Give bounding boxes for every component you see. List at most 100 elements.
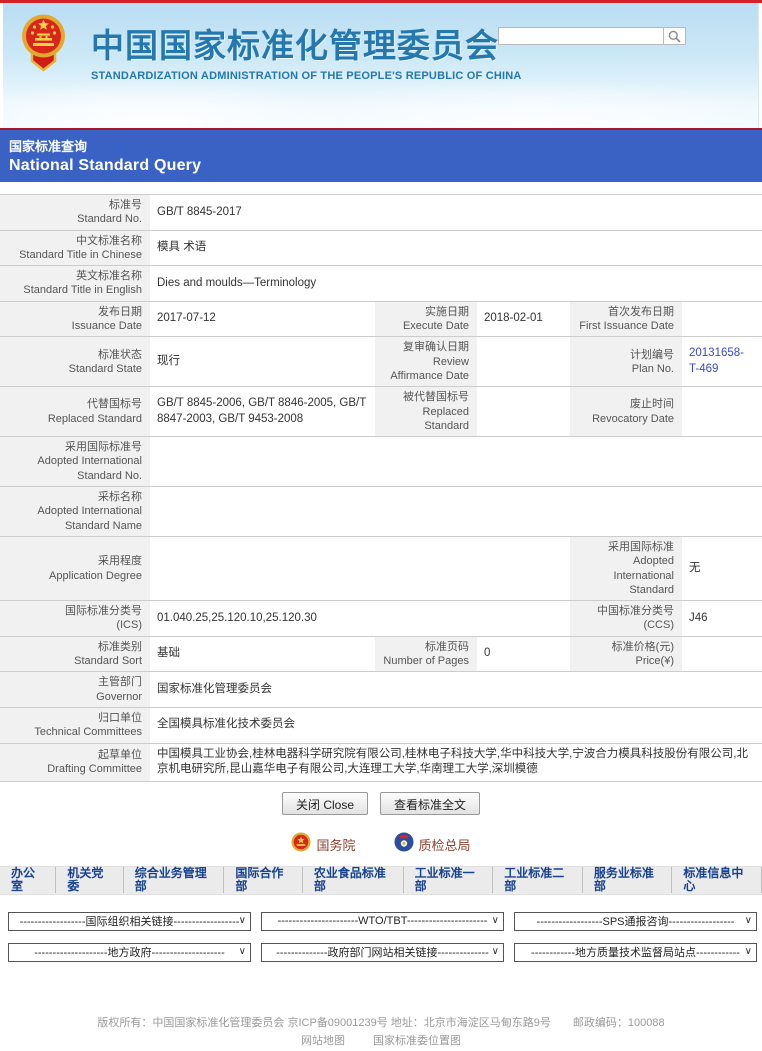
field-value: 基础 bbox=[157, 647, 180, 660]
dropdown-international-orgs[interactable]: ------------------国际组织相关链接--------------… bbox=[8, 911, 251, 931]
table-row: 国际标准分类号 (ICS) 01.040.25,25.120.10,25.120.3… bbox=[0, 601, 762, 637]
close-button[interactable]: 关闭 Close bbox=[281, 791, 368, 815]
search-box bbox=[498, 27, 686, 45]
table-row: 代替国标号 Replaced Standard GB/T 8845-2006, GB… bbox=[0, 387, 762, 438]
dropdown-local-gov[interactable]: --------------------地方政府----------------… bbox=[8, 942, 251, 962]
field-label: 标准价格(元) Price(¥) bbox=[570, 636, 682, 672]
field-label: 采标名称 Adopted International Standard Name bbox=[0, 487, 150, 536]
field-value: 中国模具工业协会,桂林电器科学研究院有限公司,桂林电子科技大学,华中科技大学,宁… bbox=[157, 747, 748, 776]
chevron-down-icon: ∨ bbox=[491, 914, 499, 926]
dept-link[interactable]: 机关党委 bbox=[56, 867, 124, 894]
dept-link[interactable]: 工业标准二部 bbox=[493, 867, 583, 894]
field-label: 标准页码 Number of Pages bbox=[375, 636, 477, 672]
dept-link[interactable]: 服务业标准部 bbox=[583, 867, 673, 894]
field-label: 国际标准分类号 (ICS) bbox=[0, 601, 150, 636]
copyright-line: 版权所有：中国国家标准化管理委员会 京ICP备09001239号 地址：北京市海… bbox=[97, 1016, 665, 1029]
field-value bbox=[150, 437, 762, 486]
location-map-link[interactable]: 国家标准委位置图 bbox=[373, 1035, 461, 1048]
dept-link[interactable]: 标准信息中心 bbox=[672, 867, 762, 894]
field-label: 被代替国标号 Replaced Standard bbox=[375, 387, 477, 437]
table-row: 采用程度 Application Degree 采用国际标准 Adopted Inte… bbox=[0, 536, 762, 602]
top-red-line bbox=[0, 0, 762, 3]
field-label: 发布日期 Issuance Date bbox=[0, 301, 150, 337]
banner-title-en: National Standard Query bbox=[9, 157, 202, 174]
field-value: 模具 术语 bbox=[157, 241, 207, 254]
table-row: 标准类别 Standard Sort 基础 标准页码 Number of Pages 0 标… bbox=[0, 636, 762, 673]
table-row: 发布日期 Issuance Date 2017-07-12 实施日期 Execute D… bbox=[0, 301, 762, 338]
aqsiq-link[interactable]: 质检总局 bbox=[394, 832, 471, 857]
table-row: 归口单位 Technical Committees 全国模具标准化技术委员会 bbox=[0, 707, 762, 744]
state-council-emblem-icon bbox=[291, 832, 311, 857]
field-value bbox=[682, 302, 762, 337]
chevron-down-icon: ∨ bbox=[238, 945, 246, 957]
dropdown-label: --------------------地方政府----------------… bbox=[34, 947, 225, 960]
dept-link[interactable]: 工业标准一部 bbox=[404, 867, 494, 894]
aqsiq-label: 质检总局 bbox=[418, 838, 471, 854]
site-title: 中国国家标准化管理委员会 bbox=[91, 27, 499, 64]
field-value: J46 bbox=[689, 611, 708, 624]
field-label: 中文标准名称 Standard Title in Chinese bbox=[0, 230, 150, 266]
plan-no-link[interactable]: 20131658-T-469 bbox=[689, 347, 744, 375]
field-value bbox=[477, 387, 570, 436]
sitemap-link[interactable]: 网站地图 bbox=[301, 1035, 345, 1048]
page-banner: 国家标准查询 National Standard Query bbox=[0, 130, 762, 182]
state-council-label: 国务院 bbox=[316, 838, 356, 854]
field-value: 0 bbox=[484, 647, 491, 660]
field-value bbox=[477, 337, 570, 386]
field-value: 2018-02-01 bbox=[484, 312, 543, 325]
dropdown-gov-sites[interactable]: --------------政府部门网站相关链接-------------- ∨ bbox=[261, 942, 504, 962]
dropdown-label: ----------------------WTO/TBT-----------… bbox=[277, 915, 488, 928]
field-label: 采用程度 Application Degree bbox=[0, 536, 150, 601]
dept-link[interactable]: 国际合作部 bbox=[224, 867, 303, 894]
dropdown-label: --------------政府部门网站相关链接-------------- bbox=[276, 947, 489, 960]
dept-link[interactable]: 综合业务管理部 bbox=[124, 867, 225, 894]
table-row: 英文标准名称 Standard Title in English Dies and … bbox=[0, 266, 762, 302]
field-label: 英文标准名称 Standard Title in English bbox=[0, 266, 150, 301]
field-value: 国家标准化管理委员会 bbox=[157, 682, 272, 695]
view-fulltext-button[interactable]: 查看标准全文 bbox=[380, 791, 481, 815]
table-row: 起草单位 Drafting Committee 中国模具工业协会,桂林电器科学研究院… bbox=[0, 743, 762, 782]
field-value: 无 bbox=[689, 561, 701, 574]
aqsiq-emblem-icon bbox=[394, 832, 414, 857]
table-row: 标准号 Standard No. GB/T 8845-2017 bbox=[0, 195, 762, 231]
field-label: 标准状态 Standard State bbox=[0, 337, 150, 387]
state-council-link[interactable]: 国务院 bbox=[291, 832, 356, 857]
dept-link[interactable]: 农业食品标准部 bbox=[303, 867, 404, 894]
table-row: 标准状态 Standard State 现行 复审确认日期 Review Affirma… bbox=[0, 337, 762, 388]
dropdown-local-bureau[interactable]: ------------地方质量技术监督局站点------------ ∨ bbox=[514, 942, 757, 962]
search-button[interactable] bbox=[663, 27, 686, 45]
field-value: 全国模具标准化技术委员会 bbox=[157, 718, 295, 731]
red-separator bbox=[0, 128, 762, 130]
field-label: 代替国标号 Replaced Standard bbox=[0, 387, 150, 437]
dropdown-sps[interactable]: ------------------SPS通报咨询---------------… bbox=[514, 911, 757, 931]
field-label: 标准号 Standard No. bbox=[0, 195, 150, 230]
field-label: 起草单位 Drafting Committee bbox=[0, 743, 150, 781]
search-input[interactable] bbox=[498, 27, 663, 45]
field-value bbox=[682, 637, 762, 672]
table-row: 主管部门 Governor 国家标准化管理委员会 bbox=[0, 672, 762, 708]
field-label: 首次发布日期 First Issuance Date bbox=[570, 301, 682, 337]
national-emblem-icon bbox=[21, 11, 66, 78]
banner-title-zh: 国家标准查询 bbox=[9, 139, 88, 154]
field-label: 归口单位 Technical Committees bbox=[0, 707, 150, 743]
field-label: 复审确认日期 Review Affirmance Date bbox=[375, 337, 477, 387]
chevron-down-icon: ∨ bbox=[744, 914, 752, 926]
field-label: 标准类别 Standard Sort bbox=[0, 636, 150, 672]
site-footer: 版权所有：中国国家标准化管理委员会 京ICP备09001239号 地址：北京市海… bbox=[0, 1014, 762, 1051]
field-value: GB/T 8845-2017 bbox=[157, 205, 242, 218]
link-dropdowns: ------------------国际组织相关链接--------------… bbox=[0, 911, 762, 962]
dropdown-wto-tbt[interactable]: ----------------------WTO/TBT-----------… bbox=[261, 911, 504, 931]
chevron-down-icon: ∨ bbox=[491, 945, 499, 957]
field-value bbox=[150, 487, 762, 536]
dept-link[interactable]: 办公室 bbox=[0, 867, 57, 894]
dropdown-label: ------------------国际组织相关链接--------------… bbox=[19, 916, 240, 929]
field-label: 中国标准分类号 (CCS) bbox=[570, 601, 682, 636]
field-label: 计划编号 Plan No. bbox=[570, 337, 682, 387]
field-label: 采用国际标准 Adopted International Standard bbox=[570, 536, 682, 601]
field-value bbox=[150, 537, 570, 600]
departments-bar: 办公室 机关党委 综合业务管理部 国际合作部 农业食品标准部 工业标准一部 工业标准二部 服务… bbox=[0, 865, 762, 895]
site-header: 中国国家标准化管理委员会 STANDARDIZATION ADMINISTRAT… bbox=[3, 3, 759, 128]
field-value bbox=[682, 387, 762, 436]
chevron-down-icon: ∨ bbox=[744, 945, 752, 957]
related-links: 国务院 质检总局 bbox=[0, 832, 762, 857]
